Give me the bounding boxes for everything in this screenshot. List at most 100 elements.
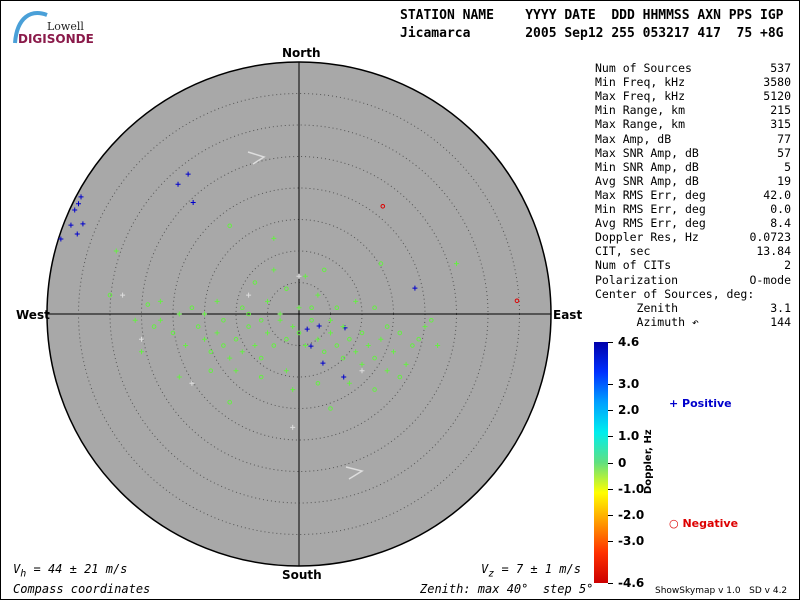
stat-label: Avg RMS Err, deg (595, 216, 706, 231)
colorbar-tick: -1.0 (618, 481, 645, 496)
data-point (290, 324, 296, 330)
vz-symbol: V (481, 562, 489, 576)
vz-sub: z (488, 568, 495, 580)
stat-row: Min Freq, kHz 3580 (595, 75, 791, 89)
plus-icon: + (669, 397, 683, 410)
data-point (315, 292, 321, 298)
stat-label: Min Range, km (595, 103, 686, 118)
version-label: ShowSkymap v 1.0 SD v 4.2 (655, 586, 788, 596)
data-point (359, 368, 365, 374)
colorbar-tick: 1.0 (618, 429, 640, 444)
data-point (359, 361, 365, 367)
data-point (227, 399, 232, 405)
stat-label: Max SNR Amp, dB (595, 145, 699, 160)
data-point (321, 267, 327, 273)
circle-icon: ○ (669, 517, 683, 530)
data-point (302, 273, 308, 279)
data-point (227, 355, 233, 361)
data-point (265, 298, 270, 304)
stat-value: 2 (784, 258, 791, 273)
stat-label: Doppler Res, Hz (595, 230, 699, 245)
colorbar-tick: -4.6 (618, 576, 645, 590)
data-point (340, 324, 346, 330)
data-point (309, 318, 314, 323)
data-point (202, 311, 207, 317)
data-point (397, 330, 403, 336)
data-point (271, 267, 277, 273)
stat-value: 19 (777, 173, 791, 188)
data-point (265, 330, 270, 336)
data-point (271, 343, 277, 348)
stat-label: Max RMS Err, deg (595, 187, 706, 202)
data-point (316, 323, 322, 329)
data-point (221, 318, 226, 323)
stat-value: 144 (770, 314, 791, 329)
colorbar-tick-mark (608, 342, 613, 343)
drift-arrow-icon (247, 151, 266, 165)
data-point (189, 380, 195, 386)
colorbar-tick-mark (608, 541, 613, 543)
legend-negative: ○ Negative (669, 517, 738, 530)
digisonde-logo-icon (13, 11, 48, 44)
stat-value: 537 (770, 61, 791, 75)
colorbar-tick: 3.0 (618, 376, 640, 391)
data-point (334, 343, 340, 348)
data-point (346, 380, 352, 386)
stat-value: O-mode (749, 272, 791, 287)
header-labels: STATION NAME YYYY DATE DDD HHMMSS AXN PP… (400, 8, 784, 23)
data-point (195, 324, 201, 329)
stat-value: 77 (777, 131, 791, 146)
stat-label: Max Amp, dB (595, 131, 672, 146)
stat-label: Min Freq, kHz (595, 75, 686, 90)
data-point (252, 280, 258, 285)
data-point (72, 207, 78, 213)
data-point (139, 336, 144, 342)
stat-row: Polarization O-mode (595, 273, 791, 287)
data-point (308, 343, 314, 349)
legend-negative-label: Negative (682, 517, 739, 530)
data-point (157, 317, 163, 323)
data-point (347, 336, 352, 342)
data-point (239, 349, 245, 355)
data-point (227, 223, 232, 229)
data-point (78, 194, 84, 200)
data-point (365, 343, 371, 348)
stat-value: 215 (770, 103, 791, 118)
colorbar-tick-mark (608, 383, 613, 385)
logo-digisonde: DIGISONDE (18, 32, 94, 46)
data-point (328, 317, 333, 323)
data-point (334, 305, 340, 311)
stat-label: Polarization (595, 272, 679, 287)
data-point (283, 368, 289, 374)
data-point (384, 324, 390, 329)
data-point (258, 318, 264, 323)
data-point (151, 324, 157, 329)
stat-label: Azimuth ↶ (595, 314, 699, 329)
data-point (454, 261, 459, 267)
data-point (290, 424, 296, 430)
data-point (233, 368, 239, 374)
stat-value: 315 (770, 117, 791, 132)
stat-label: Num of Sources (595, 61, 692, 75)
data-point (214, 298, 220, 304)
data-point (328, 406, 333, 411)
data-point (304, 326, 310, 332)
colorbar-tick: 2.0 (618, 403, 640, 418)
data-point (277, 317, 283, 323)
data-point (284, 286, 289, 292)
stat-row: CIT, sec 13.84 (595, 244, 791, 258)
label-west: West (16, 308, 50, 322)
data-point (246, 324, 251, 329)
data-point (271, 235, 277, 241)
stat-label: Max Freq, kHz (595, 89, 686, 104)
data-point (340, 355, 346, 361)
data-point (403, 361, 409, 367)
data-point (435, 343, 441, 348)
data-point (320, 360, 326, 366)
data-point (302, 343, 308, 348)
legend-positive-label: Positive (682, 397, 732, 410)
colorbar-tick: -3.0 (618, 534, 645, 549)
data-point (183, 343, 189, 348)
data-point (384, 368, 390, 374)
